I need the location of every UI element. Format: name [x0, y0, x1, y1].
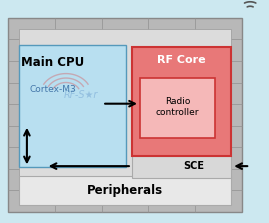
Text: SCE: SCE — [183, 161, 204, 171]
Bar — [132, 47, 231, 156]
Bar — [140, 78, 215, 138]
Bar — [132, 156, 231, 178]
Text: Main CPU: Main CPU — [21, 56, 84, 69]
Bar — [19, 29, 231, 205]
Text: RF Core: RF Core — [157, 55, 206, 65]
Bar — [8, 18, 242, 212]
Text: RF-S★r: RF-S★r — [63, 90, 98, 100]
Text: Cortex-M3: Cortex-M3 — [29, 85, 76, 94]
Text: Peripherals: Peripherals — [87, 184, 163, 197]
Bar — [19, 45, 126, 167]
Bar — [19, 176, 231, 205]
Text: Radio
controller: Radio controller — [156, 97, 199, 118]
